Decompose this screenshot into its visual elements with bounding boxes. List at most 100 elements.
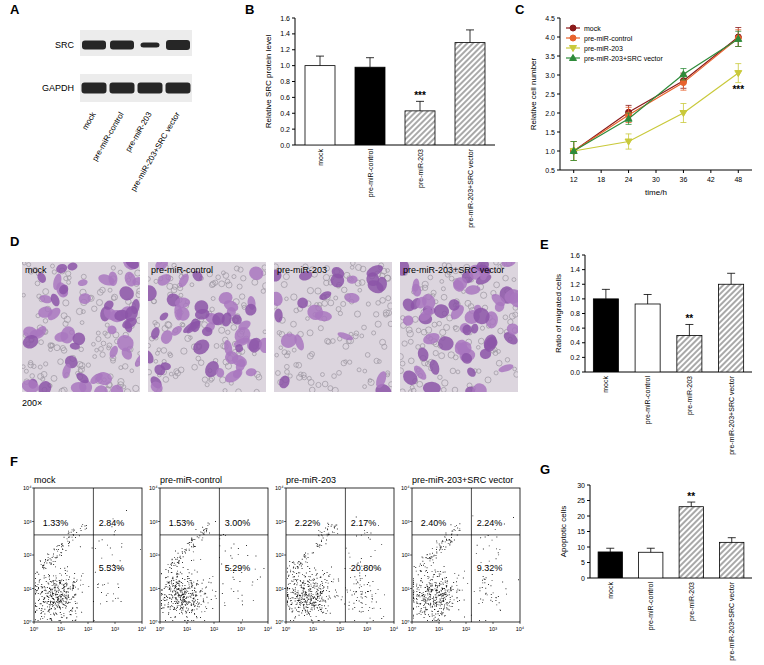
error-bar bbox=[735, 28, 741, 47]
y-tick-label: 10¹ bbox=[402, 586, 410, 592]
y-tick-label: 0.8 bbox=[570, 310, 580, 317]
x-tick-label: 10¹ bbox=[57, 626, 65, 632]
cell bbox=[114, 332, 137, 355]
legend-label: mock bbox=[584, 25, 601, 32]
y-tick bbox=[284, 588, 286, 589]
cell bbox=[414, 295, 429, 311]
cell bbox=[400, 367, 420, 387]
error-stem bbox=[605, 289, 606, 299]
cell bbox=[412, 278, 420, 292]
x-tick-label: 24 bbox=[625, 176, 633, 183]
x-tick bbox=[466, 622, 467, 624]
bar bbox=[355, 67, 385, 145]
quadrant-percent: 5.29% bbox=[225, 563, 251, 573]
y-tick bbox=[557, 56, 560, 57]
cell bbox=[116, 283, 136, 303]
bar bbox=[639, 552, 663, 578]
cell bbox=[193, 299, 210, 315]
x-tick-label: 10² bbox=[84, 626, 92, 632]
y-tick bbox=[158, 521, 160, 522]
y-tick-label: 1.0 bbox=[545, 148, 555, 155]
x-tick-label: 10² bbox=[210, 626, 218, 632]
y-tick-label: 10⁴ bbox=[149, 485, 158, 491]
cell bbox=[433, 303, 451, 320]
quadrant-line bbox=[93, 488, 94, 622]
membrane-pores bbox=[274, 262, 392, 392]
quadrant-percent: 2.22% bbox=[295, 518, 321, 528]
y-tick-label: 0.0 bbox=[280, 142, 290, 149]
cell bbox=[470, 323, 479, 334]
y-tick bbox=[557, 37, 560, 38]
quadrant-percent: 1.33% bbox=[43, 518, 69, 528]
y-tick bbox=[582, 313, 585, 314]
error-stem bbox=[731, 538, 732, 543]
x-tick bbox=[268, 622, 269, 624]
y-tick bbox=[557, 75, 560, 76]
x-tick-label: pre-miR-203 bbox=[417, 149, 425, 188]
x-tick-label: 18 bbox=[597, 176, 605, 183]
cell bbox=[498, 363, 515, 374]
cell bbox=[120, 262, 140, 273]
y-tick-label: 10⁰ bbox=[275, 619, 284, 625]
cell bbox=[337, 331, 355, 342]
series-line bbox=[574, 37, 739, 151]
x-tick-label: 10³ bbox=[111, 626, 119, 632]
error-cap bbox=[602, 289, 610, 290]
band bbox=[138, 83, 163, 94]
significance: *** bbox=[414, 90, 426, 101]
x-tick-label: 10⁰ bbox=[408, 626, 417, 632]
y-tick bbox=[292, 113, 295, 114]
cell bbox=[61, 363, 72, 380]
plot-frame bbox=[160, 488, 268, 622]
y-tick bbox=[410, 622, 412, 623]
error-bar bbox=[735, 31, 741, 46]
quadrant-percent: 2.40% bbox=[421, 518, 447, 528]
error-cap bbox=[626, 124, 632, 125]
y-tick-label: 10⁰ bbox=[23, 619, 32, 625]
x-tick-label: 10² bbox=[462, 626, 470, 632]
marker bbox=[680, 80, 686, 86]
y-tick bbox=[292, 33, 295, 34]
series-line bbox=[574, 38, 739, 151]
magnification: 200× bbox=[22, 398, 42, 408]
y-axis-label: Relative cell number bbox=[529, 57, 538, 130]
cell bbox=[274, 308, 283, 322]
error-stem bbox=[691, 502, 692, 507]
cell bbox=[296, 296, 309, 309]
cell bbox=[159, 328, 175, 345]
y-tick-label: 10³ bbox=[402, 519, 410, 525]
y-tick bbox=[582, 372, 585, 373]
cell bbox=[507, 290, 518, 309]
plot-label: pre-miR-203 bbox=[286, 475, 336, 485]
y-tick bbox=[582, 284, 585, 285]
y-tick-label: 5 bbox=[581, 559, 585, 566]
x-tick-label: pre-miR-203 bbox=[686, 376, 694, 415]
significance: ** bbox=[687, 491, 695, 502]
y-tick-label: 3.5 bbox=[545, 53, 555, 60]
error-stem bbox=[731, 273, 732, 284]
significance: ** bbox=[685, 313, 693, 324]
error-stem bbox=[647, 294, 648, 304]
y-tick-label: 0.2 bbox=[570, 354, 580, 361]
error-stem bbox=[420, 101, 421, 111]
cell bbox=[347, 275, 358, 284]
cell-dots bbox=[161, 519, 264, 621]
error-bar bbox=[647, 548, 655, 552]
marker bbox=[571, 148, 577, 154]
cell bbox=[417, 306, 435, 323]
error-stem bbox=[689, 324, 690, 335]
cell bbox=[344, 292, 361, 304]
y-tick-label: 2.5 bbox=[545, 91, 555, 98]
blot-strip bbox=[80, 74, 192, 102]
bar bbox=[305, 66, 335, 145]
cell bbox=[277, 374, 291, 390]
plot-frame bbox=[34, 488, 142, 622]
cell bbox=[74, 371, 90, 386]
legend-label: pre-miR-control bbox=[584, 35, 633, 43]
y-tick bbox=[582, 298, 585, 299]
y-tick-label: 10³ bbox=[150, 519, 158, 525]
error-cap bbox=[571, 160, 577, 161]
panel-letter: F bbox=[10, 454, 18, 469]
legend-marker bbox=[570, 25, 576, 31]
cell bbox=[102, 299, 115, 312]
